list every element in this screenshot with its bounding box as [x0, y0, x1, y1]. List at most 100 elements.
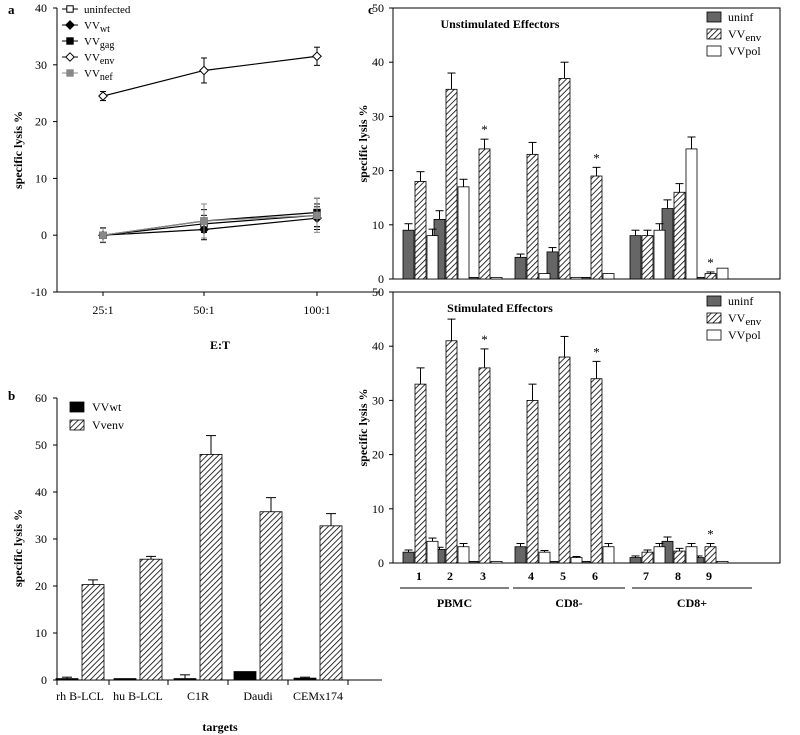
y-tick-label: 30: [372, 109, 384, 123]
x-tick-label: 7: [643, 569, 649, 583]
bar-VVenv-2: [445, 88, 458, 280]
y-tick-label: 50: [372, 285, 384, 299]
bar-VVwt-hu B-LCL: [113, 678, 137, 681]
y-axis-label: specific lysis %: [11, 111, 25, 189]
bar-VVpol-2: [457, 186, 470, 280]
x-axis-label: E:T: [210, 338, 230, 352]
bar-VVpol-6: [602, 273, 615, 280]
legend-label-VVenv: VVenv: [84, 52, 114, 67]
bar-VVpol-4: [538, 551, 551, 564]
bar-VVpol-3: [490, 276, 503, 280]
significance-asterisk: *: [481, 122, 488, 137]
x-tick-label: 9: [706, 569, 712, 583]
bar-VVenv-1: [414, 181, 427, 280]
y-tick-label: 60: [35, 391, 47, 405]
bar-VVwt-rh B-LCL: [55, 678, 79, 681]
bar-VVpol-6: [602, 546, 615, 564]
y-tick-label: 30: [35, 58, 47, 72]
bar-uninf-1: [402, 229, 415, 280]
legend-label-VVenv: VVenv: [728, 27, 762, 44]
bar-VVpol-1: [426, 235, 439, 280]
bar-VVpol-8: [685, 148, 698, 280]
bar-VVenv-8: [673, 550, 686, 564]
legend-swatch-VVenv: [706, 312, 722, 324]
bar-VVenv-7: [641, 235, 654, 280]
bar-VVenv-3: [478, 148, 491, 280]
y-tick-label: 10: [35, 626, 47, 640]
panel-label: c: [368, 2, 374, 17]
bar-VVenv-1: [414, 383, 427, 564]
y-tick-label: 40: [372, 55, 384, 69]
bar-uninf-4: [514, 546, 527, 564]
y-tick-label: 40: [372, 339, 384, 353]
legend-label-VVwt: VVwt: [84, 20, 110, 35]
bar-VVenv-9: [704, 546, 717, 564]
legend-marker-VVgag: [66, 37, 74, 45]
y-axis-label: specific lysis %: [356, 105, 370, 183]
legend-marker-VVnef: [66, 69, 74, 77]
bar-VVenv-5: [558, 356, 571, 564]
bar-VVenv-9: [704, 273, 717, 280]
y-tick-label: 10: [35, 171, 47, 185]
bar-VVpol-1: [426, 540, 439, 564]
panel-label: b: [8, 388, 15, 403]
x-tick-label: 4: [528, 569, 534, 583]
bar-VVwt-Daudi: [233, 671, 257, 681]
x-tick-label: 5: [560, 569, 566, 583]
data-point-VVnef: [99, 231, 107, 239]
data-point-VVnef: [313, 211, 321, 220]
y-tick-label: 20: [372, 164, 384, 178]
y-tick-label: 20: [35, 579, 47, 593]
y-axis-label: specific lysis %: [11, 509, 25, 587]
legend-label-Vvenv: Vvenv: [92, 418, 124, 432]
bar-VVenv-4: [526, 153, 539, 280]
significance-asterisk: *: [707, 255, 714, 270]
legend-label-uninf: uninf: [728, 10, 753, 24]
panel-label: a: [8, 2, 15, 17]
x-tick-label: 1: [416, 569, 422, 583]
bar-Vvenv-Daudi: [259, 511, 283, 681]
bar-Vvenv-CEMx174: [319, 525, 343, 681]
legend-label-VVpol: VVpol: [728, 328, 761, 342]
bar-VVenv-3: [478, 367, 491, 564]
significance-asterisk: *: [593, 344, 600, 359]
legend-label-uninf: uninf: [728, 294, 753, 308]
legend-swatch-uninf: [706, 11, 722, 23]
x-axis-label: targets: [202, 720, 238, 734]
y-tick-label: 0: [41, 228, 47, 242]
bar-VVpol-2: [457, 546, 470, 564]
bar-VVpol-4: [538, 273, 551, 280]
y-tick-label: 30: [35, 532, 47, 546]
y-tick-label: 40: [35, 1, 47, 15]
significance-asterisk: *: [481, 332, 488, 347]
series-line-uninfected: [102, 214, 318, 236]
bar-VVenv-8: [673, 191, 686, 280]
legend-label-VVwt: VVwt: [92, 400, 122, 414]
y-tick-label: 0: [378, 272, 384, 286]
data-point-VVenv: [98, 91, 108, 101]
bar-uninf-7: [629, 557, 642, 564]
x-tick-label: 3: [480, 569, 486, 583]
y-tick-label: 50: [35, 438, 47, 452]
legend-swatch-VVwt: [69, 401, 85, 413]
legend-label-VVnef: VVnef: [84, 68, 113, 83]
y-axis-label: specific lysis %: [356, 389, 370, 467]
bar-VVenv-4: [526, 399, 539, 564]
x-tick-label: 2: [447, 569, 453, 583]
y-tick-label: 10: [372, 502, 384, 516]
group-label: CD8-: [555, 596, 582, 610]
bar-VVpol-3: [490, 560, 503, 564]
y-tick-label: 30: [372, 393, 384, 407]
bar-VVenv-2: [445, 340, 458, 564]
bar-VVenv-6: [590, 378, 603, 564]
legend-swatch-VVpol: [706, 329, 722, 341]
legend-marker-VVwt: [65, 20, 75, 30]
bar-VVenv-7: [641, 551, 654, 564]
x-tick-label: 50:1: [193, 303, 214, 317]
bar-VVwt-C1R: [173, 678, 197, 681]
y-tick-label: 20: [35, 115, 47, 129]
data-point-VVenv: [199, 65, 209, 76]
bar-Vvenv-rh B-LCL: [81, 584, 105, 681]
legend-swatch-Vvenv: [69, 419, 85, 431]
